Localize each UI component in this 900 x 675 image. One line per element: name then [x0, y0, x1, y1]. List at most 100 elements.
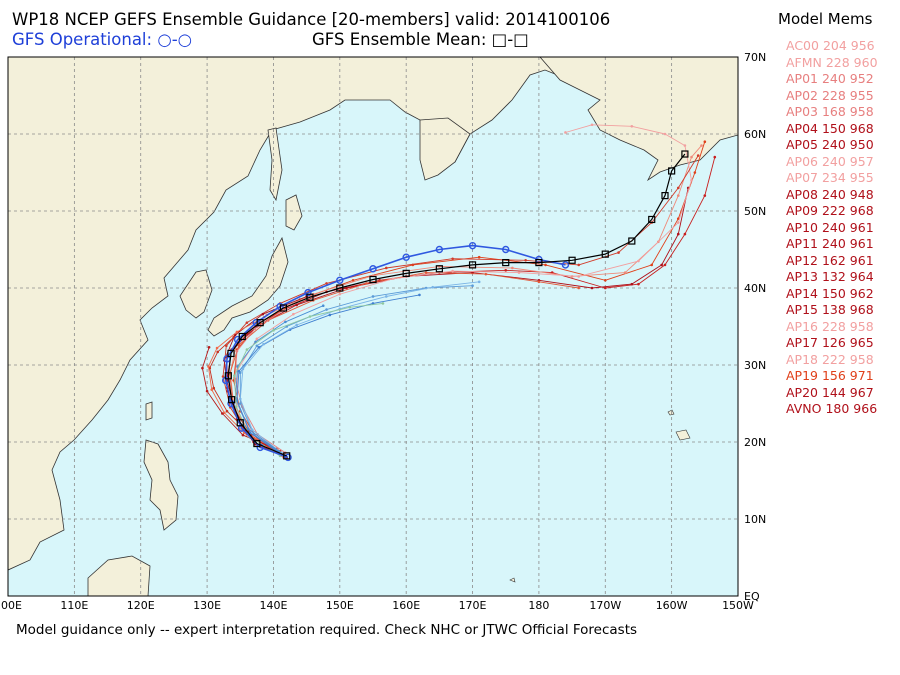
ensemble-member-track-point — [295, 323, 298, 327]
ensemble-member-track-point — [590, 286, 594, 290]
ensemble-member-track-point — [216, 350, 220, 354]
ensemble-member-track-point — [328, 313, 332, 317]
track-layer — [201, 123, 717, 462]
ensemble-member-track-point — [221, 412, 224, 415]
legend-member: AP04 150 968 — [786, 120, 874, 136]
longitude-label: 170W — [589, 599, 621, 612]
ensemble-member-track-point — [245, 321, 249, 324]
kamchatka-peninsula — [419, 117, 471, 181]
gfs-operational-track-point — [435, 245, 444, 254]
legend-member: AP09 222 968 — [786, 203, 874, 218]
ensemble-member-track-point — [225, 409, 229, 413]
latitude-label: 40N — [744, 282, 766, 295]
ensemble-member-track — [239, 285, 473, 456]
ensemble-mean-track-point — [681, 150, 689, 158]
ensemble-member-track-point — [693, 171, 697, 174]
longitude-label: 150W — [722, 599, 754, 612]
gfs-operational-track-point — [468, 241, 477, 250]
land-layer — [8, 57, 738, 596]
legend-member: AP02 228 955 — [786, 87, 874, 103]
ensemble-member-track-point — [623, 271, 627, 274]
ensemble-mean-track-point — [253, 439, 261, 448]
longitude-label: 160W — [656, 599, 688, 612]
model-members-legend: AC00 204 956 AFMN 228 960 AP01 240 952 AP02… — [786, 38, 878, 418]
legend-member: AP11 240 961 — [786, 236, 874, 251]
track-map: 100E 110E 120E 130E 140E 150E 160E 170E 180 170W 1… — [0, 51, 766, 612]
map-frame — [7, 56, 739, 597]
ensemble-member-track-point — [384, 295, 388, 298]
ensemble-member-track-point — [233, 374, 236, 378]
ensemble-member-track-point — [683, 144, 687, 147]
legend-member: AP01 240 952 — [786, 71, 874, 86]
ensemble-mean-track-point — [279, 304, 288, 312]
legend-member: AP05 240 950 — [786, 137, 874, 152]
pacific-islets — [509, 409, 691, 583]
ensemble-mean-track-point — [661, 192, 669, 200]
ensemble-member-track-point — [524, 258, 527, 262]
ensemble-member-track-point — [424, 271, 428, 274]
ensemble-member-track-point — [703, 140, 707, 143]
ensemble-member-track-point — [381, 302, 385, 305]
ensemble-member-track-point — [232, 335, 235, 339]
ensemble-member-track-point — [663, 132, 667, 136]
ensemble-member-track-point — [241, 367, 245, 371]
ensemble-member-track-point — [325, 308, 328, 311]
gfs-operational-track-point — [561, 261, 570, 269]
ensemble-member-track-point — [255, 337, 259, 341]
legend-member: AFMN 228 960 — [786, 54, 878, 70]
longitude-label: 100E — [0, 599, 22, 612]
ensemble-member-track-point — [321, 304, 325, 308]
legend-member: AC00 204 956 — [786, 38, 875, 53]
gfs-operational-track-point — [336, 276, 344, 284]
legend-member: AP15 138 968 — [786, 302, 874, 317]
longitude-label: 140E — [259, 599, 287, 612]
longitude-label: 110E — [60, 599, 88, 612]
ensemble-member-track-point — [603, 286, 607, 290]
gfs-operational-track-point — [369, 265, 377, 273]
ensemble-mean-track-point — [648, 215, 656, 224]
longitude-label: 160E — [392, 599, 420, 612]
ensemble-member-track-point — [262, 342, 265, 346]
ensemble-member-track-point — [212, 386, 216, 390]
legend-member: AP06 240 957 — [786, 153, 874, 169]
ensemble-member-track-point — [201, 366, 204, 370]
ensemble-member-track-point — [477, 255, 481, 259]
latitude-label: 20N — [744, 436, 766, 449]
ensemble-member-track-point — [676, 194, 680, 197]
ensemble-member-track-point — [603, 279, 607, 282]
ensemble-mean-track-point — [628, 237, 636, 245]
ensemble-mean-track-point — [228, 396, 236, 404]
operational-legend-label: GFS Operational: ○-○ — [12, 30, 193, 49]
philippine-islands — [143, 439, 179, 531]
ensemble-mean-track-point — [256, 319, 264, 327]
ensemble-member-track-point — [577, 275, 581, 278]
legend-member: AP08 240 948 — [786, 186, 874, 202]
ensemble-member-track-point — [564, 131, 567, 134]
ensemble-member-track-point — [238, 402, 242, 405]
legend-member: AP12 162 961 — [786, 252, 874, 268]
ensemble-member-track-point — [295, 303, 298, 307]
ensemble-member-track-point — [484, 272, 488, 276]
alaska-landmass — [539, 57, 738, 182]
ensemble-mean-track-point — [336, 284, 344, 292]
ensemble-member-track-point — [234, 405, 238, 408]
ensemble-member-track-point — [365, 282, 368, 285]
ensemble-member-track-point — [391, 277, 395, 281]
ensemble-member-track-point — [351, 279, 355, 282]
ensemble-mean-track-point — [227, 349, 235, 358]
ensemble-mean-track-point — [535, 258, 543, 267]
latitude-label: EQ — [744, 590, 760, 603]
ensemble-member-track-point — [292, 312, 295, 316]
gfs-operational-track — [224, 244, 566, 459]
legend-member: AVNO 180 966 — [786, 401, 878, 416]
ensemble-member-track-point — [617, 251, 620, 254]
ensemble-member-track-point — [511, 266, 514, 270]
ensemble-member-track-point — [683, 232, 687, 236]
ensemble-member-track-point — [207, 365, 210, 368]
ensemble-mean-track-point — [283, 452, 291, 460]
ensemble-member-track-point — [272, 329, 275, 332]
ensemble-member-track-point — [210, 388, 214, 391]
ensemble-member-track-point — [284, 320, 287, 324]
latitude-label: 30N — [744, 359, 766, 372]
mean-legend-label: GFS Ensemble Mean: □-□ — [312, 30, 529, 49]
